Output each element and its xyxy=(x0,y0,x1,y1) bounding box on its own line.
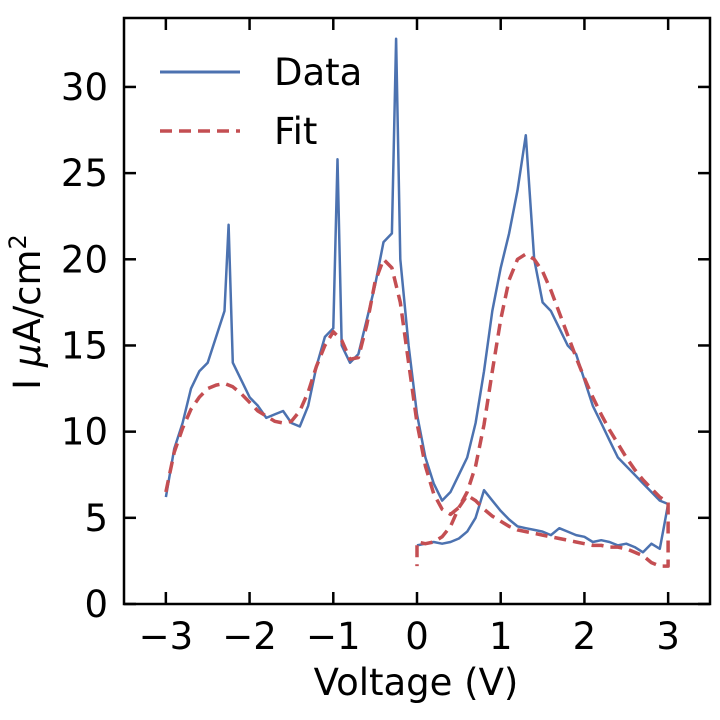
y-tick-label: 30 xyxy=(61,66,108,109)
plot-area xyxy=(164,37,670,568)
y-axis-label-prefix: I xyxy=(6,367,49,390)
y-axis-label-mu: μ xyxy=(6,344,49,369)
x-tick-label: 3 xyxy=(656,615,680,658)
x-tick-label: 1 xyxy=(489,615,513,658)
x-tick-label: 0 xyxy=(405,615,429,658)
x-tick-label: 2 xyxy=(573,615,597,658)
y-tick-label: 15 xyxy=(61,324,108,367)
y-tick-label: 5 xyxy=(84,497,108,540)
y-tick-label: 25 xyxy=(61,152,108,195)
series-line-fit xyxy=(164,252,670,568)
x-tick-label: −2 xyxy=(222,615,277,658)
y-axis-label-superscript: 2 xyxy=(4,234,32,249)
x-tick-label: −1 xyxy=(306,615,361,658)
y-tick-label: 20 xyxy=(61,238,108,281)
legend-data-label: Data xyxy=(274,51,362,94)
x-tick-label: −3 xyxy=(139,615,194,658)
x-axis-ticks: −3 −2 −1 0 1 2 3 xyxy=(139,18,680,658)
y-axis-label-unit: A/cm xyxy=(6,249,49,343)
axes-frame xyxy=(122,16,712,606)
y-axis-label: I μA/cm2 xyxy=(4,234,49,390)
y-tick-label: 10 xyxy=(61,411,108,454)
series-line-data xyxy=(164,37,670,554)
legend-fit-label: Fit xyxy=(274,110,317,153)
x-axis-label: Voltage (V) xyxy=(314,661,519,704)
y-tick-label: 0 xyxy=(84,583,108,626)
y-axis-ticks: 0 5 10 15 20 25 30 xyxy=(61,66,710,626)
legend: Data Fit xyxy=(160,51,362,153)
